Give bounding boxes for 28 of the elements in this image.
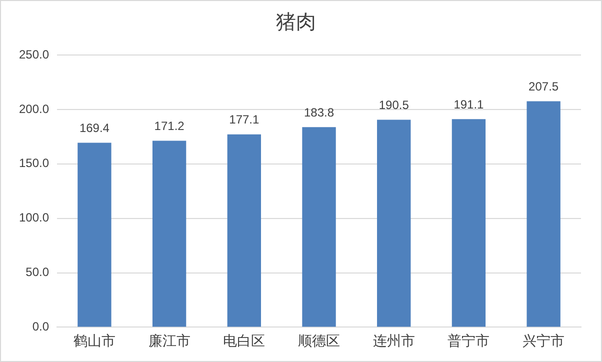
y-tick-label: 250.0 [19, 47, 50, 62]
x-tick-label: 鹤山市 [73, 332, 116, 348]
x-tick-label: 顺德区 [298, 332, 340, 348]
data-label: 190.5 [378, 98, 410, 112]
x-tick-label: 连州市 [372, 332, 415, 348]
x-tick-label: 普宁市 [448, 332, 490, 348]
data-label: 183.8 [304, 105, 334, 120]
x-tick-label: 兴宁市 [522, 332, 565, 348]
x-tick-label: 电白区 [223, 332, 266, 348]
bar [526, 101, 560, 327]
data-label: 191.1 [454, 97, 484, 112]
bar [152, 140, 186, 327]
y-tick-label: 150.0 [19, 156, 50, 170]
bar [377, 120, 411, 327]
bar [227, 134, 262, 327]
y-tick-label: 50.0 [26, 265, 50, 280]
bar [302, 127, 336, 327]
bar [452, 119, 486, 327]
chart-title: 猪肉 [276, 12, 316, 34]
y-tick-label: 100.0 [19, 210, 50, 225]
data-label: 207.5 [528, 80, 559, 94]
x-tick-label: 廉江市 [148, 332, 190, 348]
data-label: 177.1 [229, 112, 260, 127]
y-tick-label: 200.0 [19, 102, 50, 116]
data-label: 171.2 [154, 119, 185, 134]
data-label: 169.4 [79, 121, 110, 136]
bar [78, 142, 112, 327]
y-tick-label: 0.0 [32, 320, 50, 334]
